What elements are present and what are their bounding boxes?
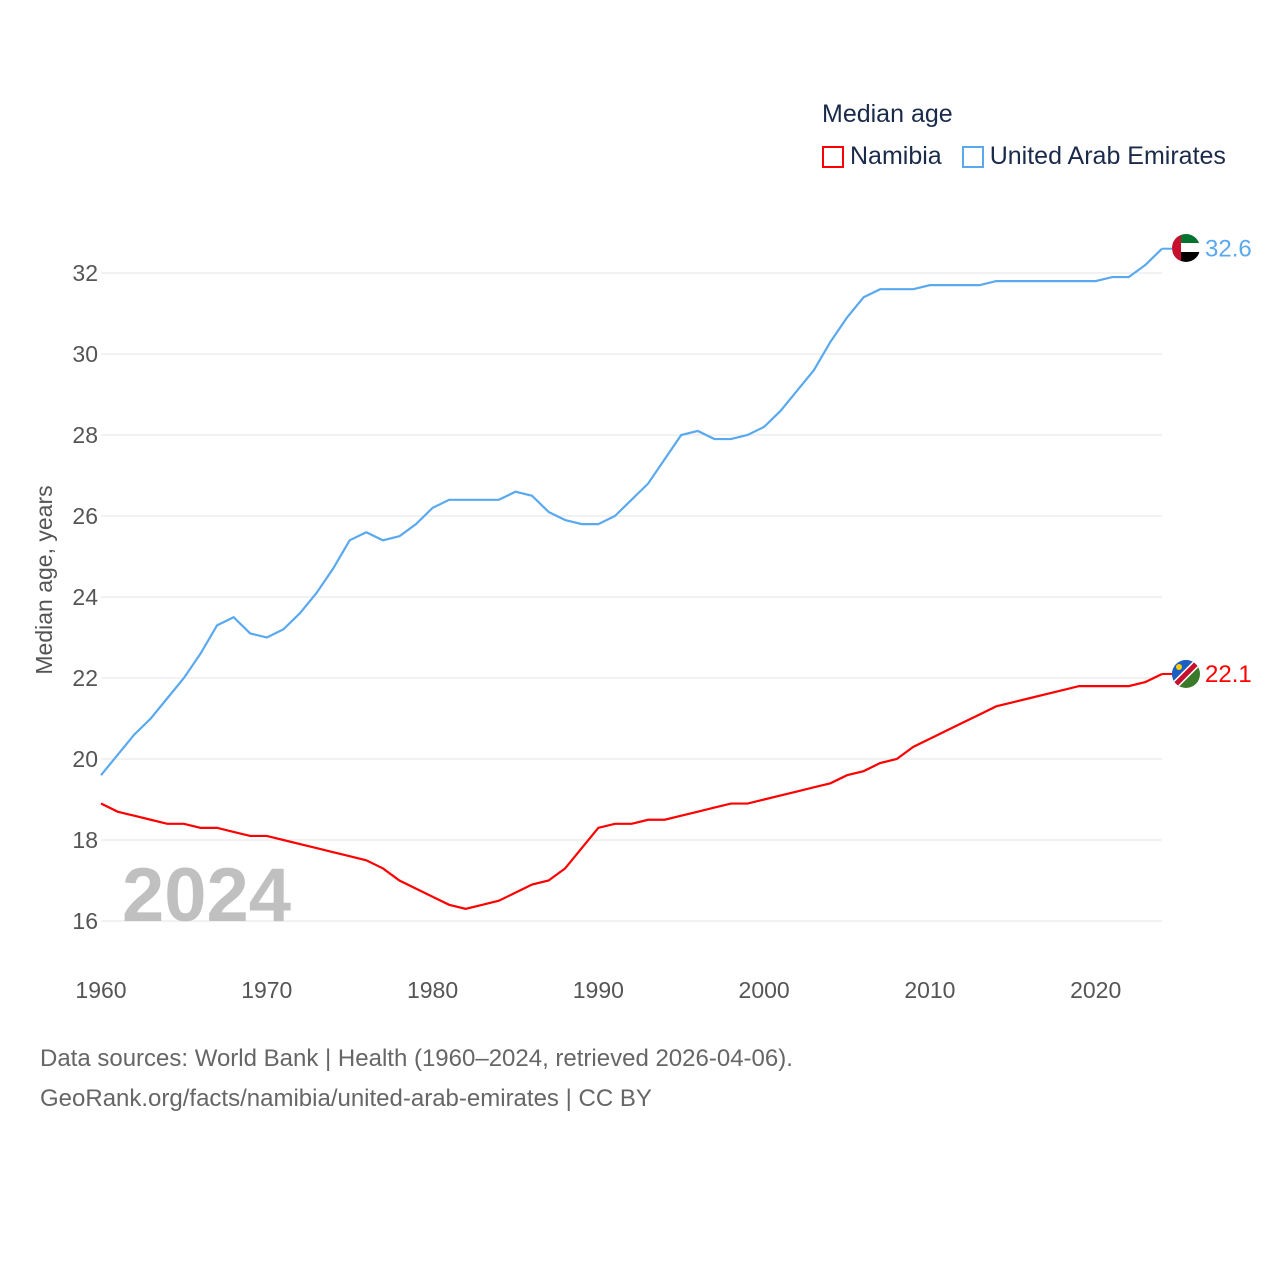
- y-tick-label: 32: [72, 260, 98, 286]
- y-tick-label: 18: [72, 827, 98, 853]
- x-tick-label: 2000: [739, 977, 790, 1003]
- footer-sources: Data sources: World Bank | Health (1960–…: [40, 1045, 793, 1072]
- legend: Namibia United Arab Emirates: [822, 142, 1226, 171]
- y-tick-label: 24: [72, 584, 98, 610]
- uae-flag-icon: [1172, 234, 1200, 262]
- y-tick-label: 20: [72, 746, 98, 772]
- legend-item-uae[interactable]: United Arab Emirates: [961, 142, 1226, 171]
- end-value-label: 22.1: [1205, 661, 1252, 688]
- legend-item-namibia[interactable]: Namibia: [822, 142, 942, 171]
- x-tick-label: 1960: [75, 977, 126, 1003]
- legend-label-uae: United Arab Emirates: [989, 142, 1226, 170]
- series-line-namibia: [100, 672, 1163, 910]
- y-tick-label: 30: [72, 341, 98, 367]
- legend-title: Median age: [822, 100, 953, 128]
- legend-swatch-namibia: [822, 145, 844, 168]
- x-tick-label: 1980: [407, 977, 458, 1003]
- series-line-uae: [100, 247, 1163, 776]
- legend-label-namibia: Namibia: [850, 142, 942, 170]
- y-tick-label: 26: [72, 503, 98, 529]
- x-tick-label: 1990: [573, 977, 624, 1003]
- footer-link[interactable]: GeoRank.org/facts/namibia/united-arab-em…: [40, 1085, 652, 1112]
- y-tick-label: 16: [72, 908, 98, 934]
- y-axis-label: Median age, years: [31, 485, 57, 674]
- x-tick-label: 2020: [1070, 977, 1121, 1003]
- y-tick-label: 28: [72, 422, 98, 448]
- year-watermark: 2024: [122, 853, 291, 938]
- x-tick-label: 2010: [904, 977, 955, 1003]
- y-tick-label: 22: [72, 665, 98, 691]
- namibia-flag-icon: [1172, 660, 1200, 688]
- legend-swatch-uae: [961, 145, 984, 168]
- end-value-label: 32.6: [1205, 236, 1252, 263]
- x-tick-label: 1970: [241, 977, 292, 1003]
